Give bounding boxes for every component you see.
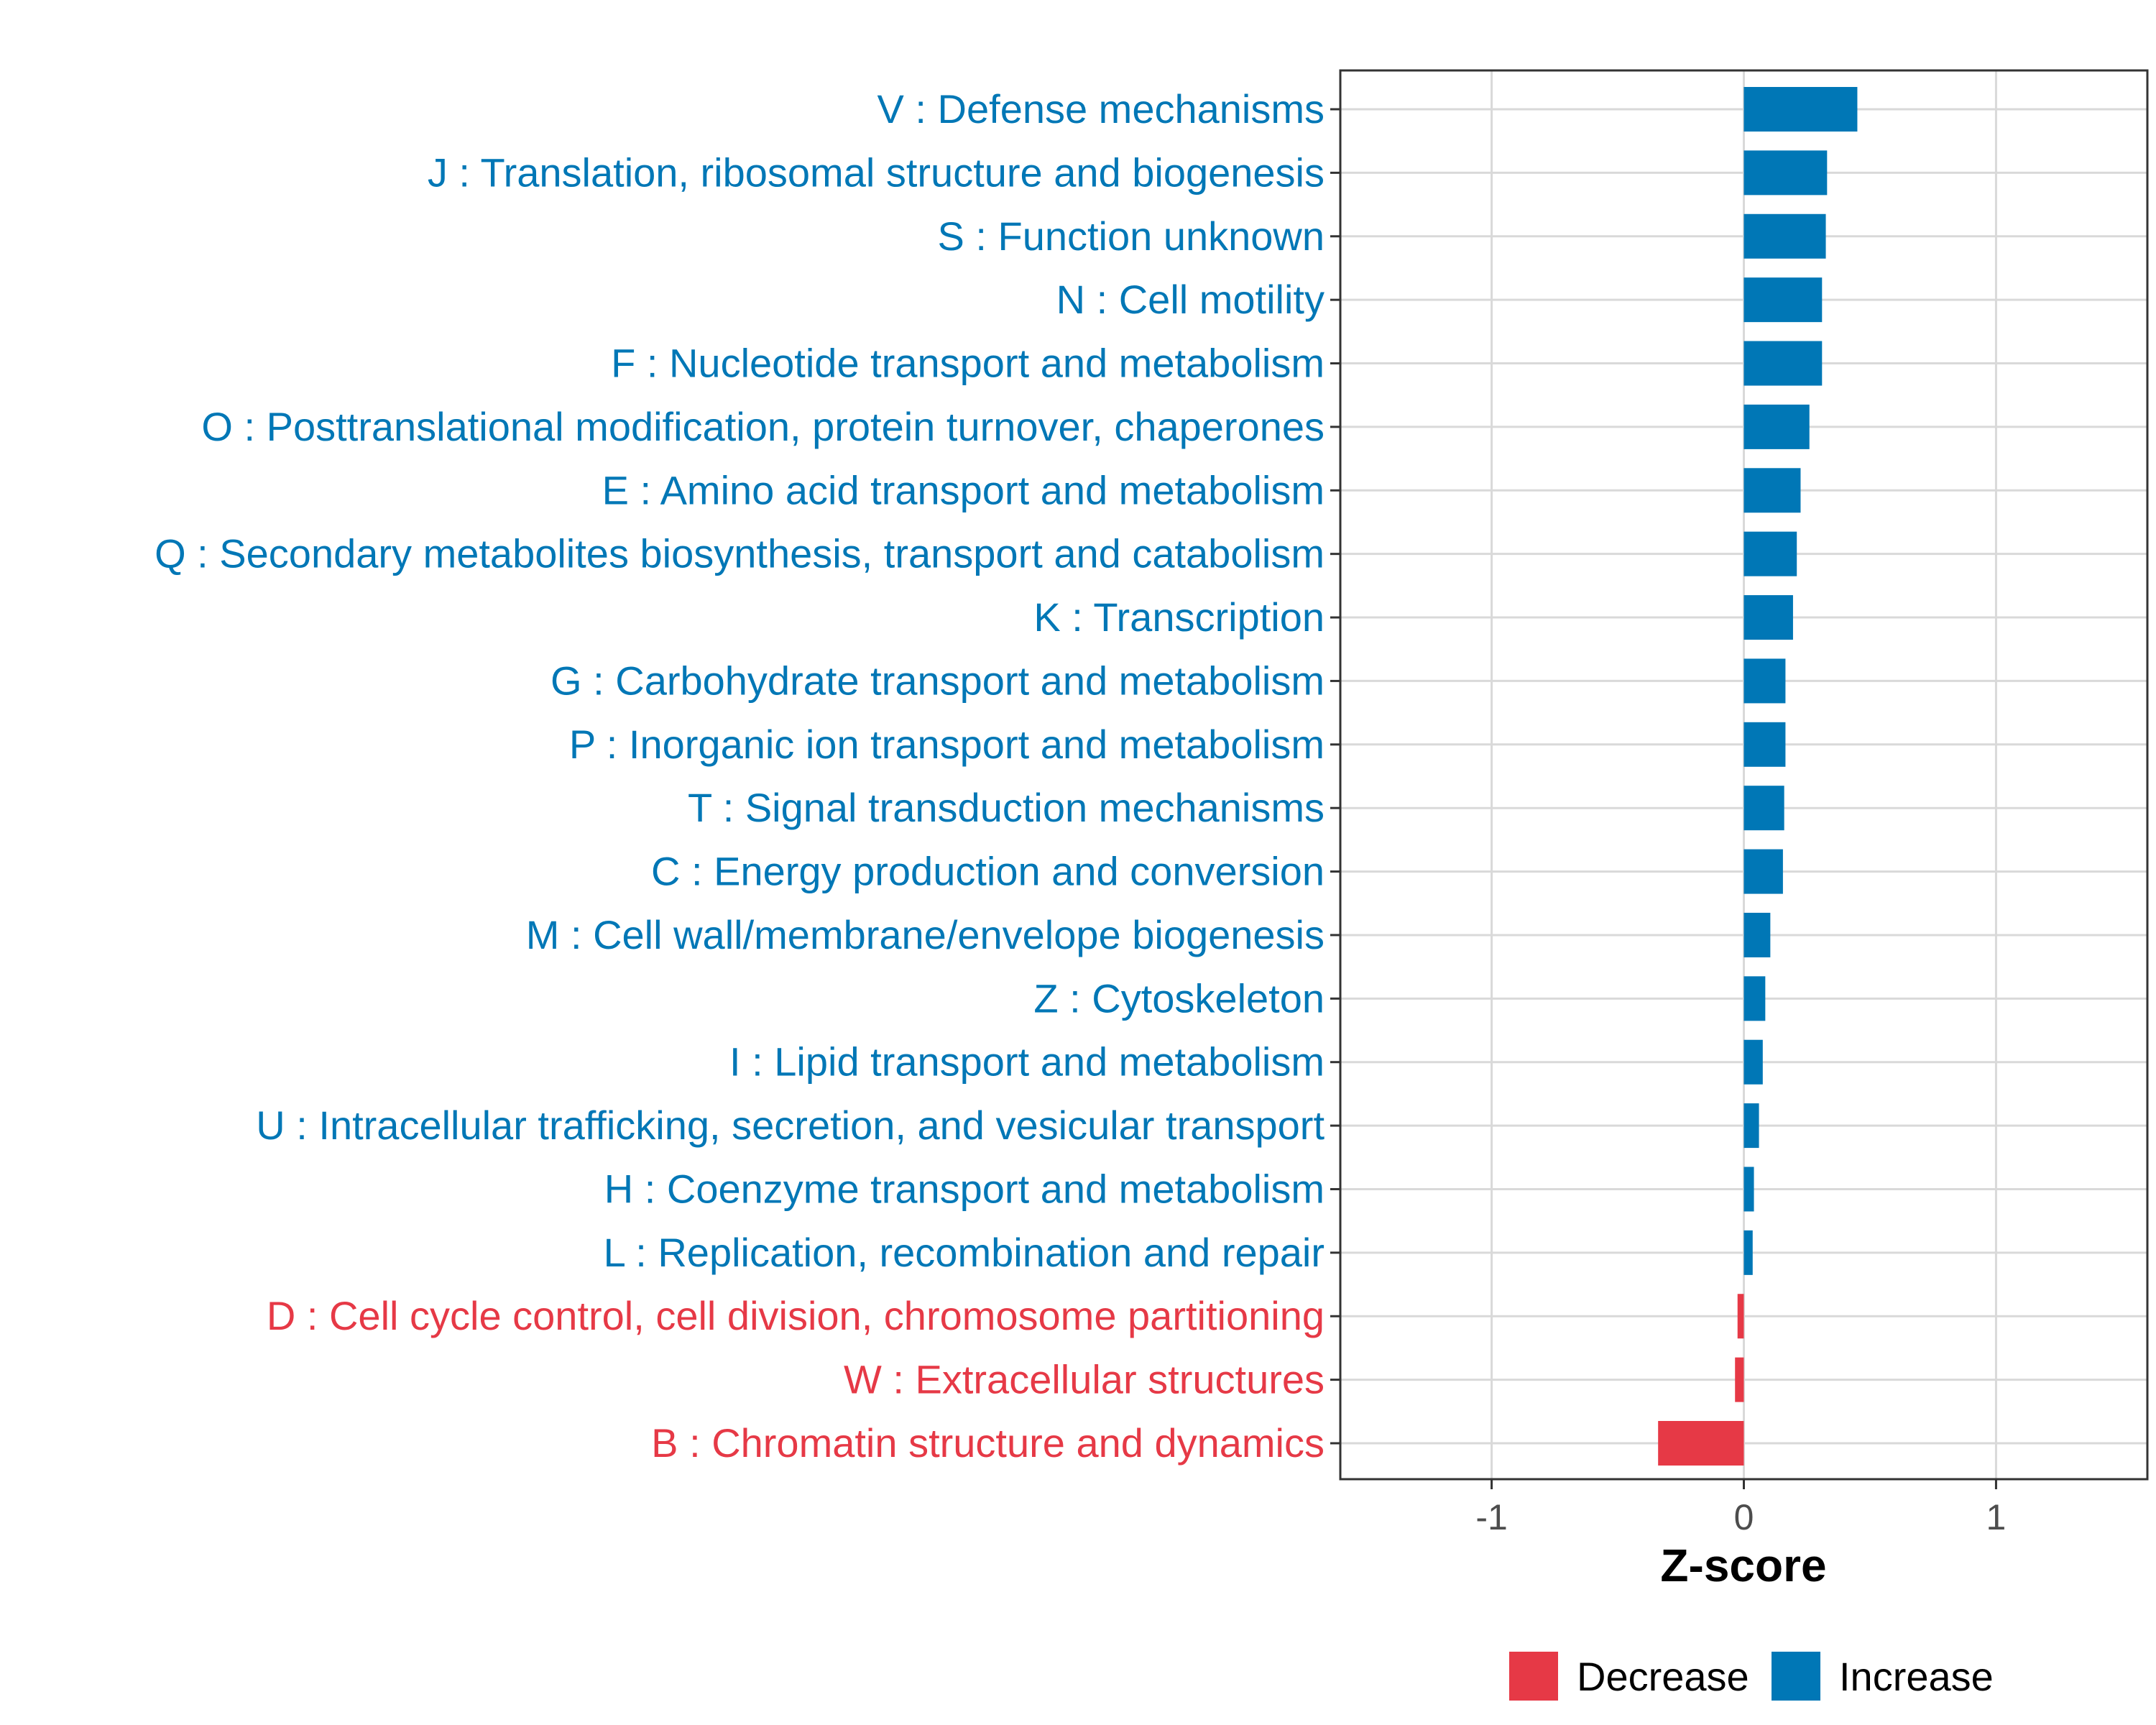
legend: Decrease Increase xyxy=(1509,1652,1994,1701)
bar xyxy=(1743,595,1793,640)
bar xyxy=(1737,1294,1744,1339)
bar xyxy=(1743,912,1771,957)
category-labels: V : Defense mechanisms J : Translation, r… xyxy=(155,86,1325,1466)
legend-key-increase xyxy=(1772,1652,1820,1701)
bar xyxy=(1743,786,1784,831)
x-axis-ticks: -1 0 1 xyxy=(1330,108,2007,1537)
category-label: W : Extracellular structures xyxy=(844,1357,1325,1402)
bar xyxy=(1743,1103,1759,1149)
bar xyxy=(1743,213,1826,259)
bar xyxy=(1743,1167,1754,1212)
category-label: D : Cell cycle control, cell division, c… xyxy=(267,1293,1325,1338)
category-label: F : Nucleotide transport and metabolism xyxy=(611,341,1325,386)
bar xyxy=(1743,1230,1753,1275)
category-label: L : Replication, recombination and repai… xyxy=(604,1230,1325,1275)
category-label: Q : Secondary metabolites biosynthesis, … xyxy=(155,531,1325,576)
category-label: K : Transcription xyxy=(1033,594,1325,640)
bar xyxy=(1743,658,1786,704)
category-label: C : Energy production and conversion xyxy=(651,849,1325,894)
bar xyxy=(1735,1357,1744,1402)
bars xyxy=(1658,87,1858,1466)
category-label: N : Cell motility xyxy=(1056,277,1325,322)
legend-key-decrease xyxy=(1509,1652,1558,1701)
category-label: O : Posttranslational modification, prot… xyxy=(201,404,1325,449)
bar xyxy=(1743,150,1828,196)
category-label: I : Lipid transport and metabolism xyxy=(729,1039,1325,1085)
bar xyxy=(1743,849,1783,894)
category-label: V : Defense mechanisms xyxy=(877,86,1325,132)
category-label: U : Intracellular trafficking, secretion… xyxy=(256,1103,1325,1148)
legend-label-increase: Increase xyxy=(1839,1654,1994,1699)
bar xyxy=(1658,1421,1744,1466)
bar xyxy=(1743,722,1786,767)
bar xyxy=(1743,277,1823,323)
x-tick-label: 1 xyxy=(1986,1497,2007,1537)
x-tick-label: -1 xyxy=(1475,1497,1507,1537)
bar xyxy=(1743,976,1766,1021)
category-label: J : Translation, ribosomal structure and… xyxy=(428,150,1325,195)
bar xyxy=(1743,468,1801,513)
category-label: Z : Cytoskeleton xyxy=(1033,975,1325,1021)
legend-label-decrease: Decrease xyxy=(1577,1654,1749,1699)
bar xyxy=(1743,531,1797,576)
category-label: S : Function unknown xyxy=(937,213,1325,259)
bar xyxy=(1743,341,1823,386)
bar xyxy=(1743,404,1810,449)
category-label: E : Amino acid transport and metabolism xyxy=(602,467,1325,512)
bar xyxy=(1743,87,1858,132)
category-label: H : Coenzyme transport and metabolism xyxy=(604,1166,1325,1211)
category-label: G : Carbohydrate transport and metabolis… xyxy=(550,658,1325,703)
category-label: P : Inorganic ion transport and metaboli… xyxy=(569,722,1325,767)
category-label: T : Signal transduction mechanisms xyxy=(688,785,1325,830)
x-tick-label: 0 xyxy=(1734,1497,1754,1537)
bar xyxy=(1743,1039,1763,1085)
x-axis-title: Z-score xyxy=(1660,1540,1826,1591)
category-label: M : Cell wall/membrane/envelope biogenes… xyxy=(526,912,1325,957)
category-label: B : Chromatin structure and dynamics xyxy=(651,1420,1325,1466)
